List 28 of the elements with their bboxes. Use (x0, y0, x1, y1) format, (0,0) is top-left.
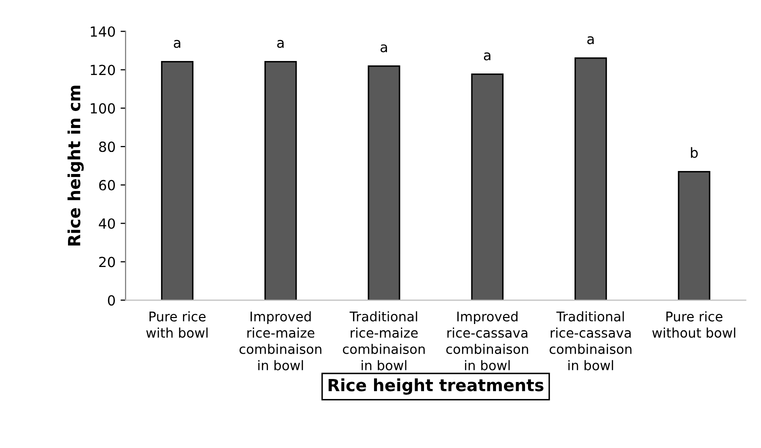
x-tick-label: Traditional rice-maize combinaison in bowl (342, 311, 425, 370)
x-tick-label: Pure rice without bowl (652, 311, 736, 338)
y-tick-label: 140 (90, 26, 115, 37)
annotation: a (484, 52, 490, 60)
x-tick-label: Pure rice with bowl (146, 311, 208, 338)
x-axis-title: Rice height treatments (328, 378, 544, 395)
y-tick-label: 120 (90, 64, 115, 76)
annotation: b (690, 147, 698, 158)
y-tick-label: 60 (99, 180, 115, 190)
annotation: a (587, 36, 594, 44)
annotation: a (174, 40, 180, 48)
y-axis-title: Rice height in cm (68, 86, 84, 246)
bar (678, 171, 710, 300)
bar (161, 61, 194, 300)
bar (471, 73, 504, 300)
x-tick-label: Traditional rice-cassava combinaison in bowl (550, 311, 632, 370)
bar (574, 57, 607, 300)
y-tick-label: 100 (90, 103, 115, 114)
annotation: a (380, 44, 387, 52)
x-tick-label: Improved rice-maize combinaison in bowl (240, 311, 322, 370)
y-tick-label: 20 (99, 256, 115, 268)
bar (368, 65, 400, 300)
annotation: a (277, 40, 284, 48)
y-tick-label: 80 (99, 142, 115, 152)
y-tick-label: 0 (108, 295, 115, 306)
bar (264, 61, 297, 300)
y-tick-label: 40 (98, 218, 115, 229)
x-tick-label: Improved rice-cassava combinaison in bowl (446, 311, 528, 370)
